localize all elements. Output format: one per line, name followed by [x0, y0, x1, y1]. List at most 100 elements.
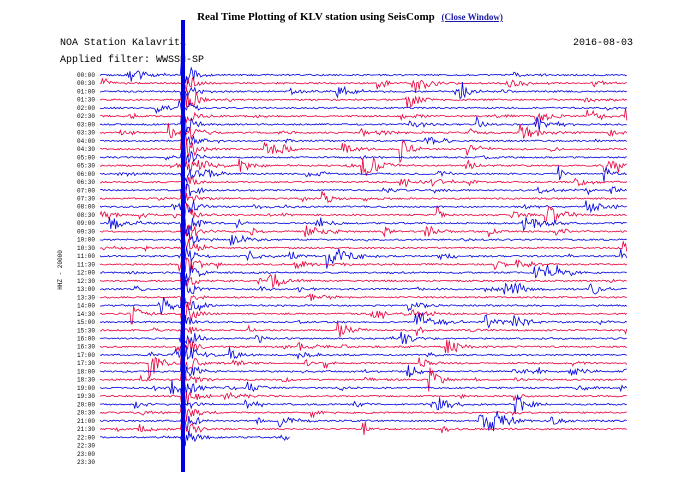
- trace: [99, 247, 628, 269]
- time-label: 23:30: [77, 459, 95, 466]
- time-label: 12:30: [77, 278, 95, 285]
- time-label: 11:30: [77, 261, 95, 268]
- trace: [99, 129, 628, 146]
- trace: [99, 256, 628, 275]
- trace: [99, 376, 628, 399]
- time-label: 16:00: [77, 335, 95, 342]
- page-title: Real Time Plotting of KLV station using …: [197, 11, 435, 23]
- trace: [99, 273, 627, 289]
- main-shock: [181, 20, 185, 472]
- time-label: 20:30: [77, 410, 95, 417]
- trace: [99, 77, 627, 93]
- trace: [99, 339, 627, 370]
- time-label: 19:00: [77, 385, 95, 392]
- trace: [99, 367, 627, 392]
- time-label: 15:30: [77, 327, 95, 334]
- time-label: 23:00: [77, 451, 95, 458]
- time-label: 00:30: [77, 80, 95, 87]
- time-label: 21:30: [77, 426, 95, 433]
- time-label: 15:00: [77, 319, 95, 326]
- time-label: 03:30: [77, 130, 95, 137]
- trace: [99, 118, 628, 146]
- time-label: 07:30: [77, 196, 95, 203]
- time-label: 04:30: [77, 146, 95, 153]
- trace: [100, 154, 628, 176]
- time-label: 06:30: [77, 179, 95, 186]
- time-label: 18:30: [77, 377, 95, 384]
- trace: [99, 264, 627, 295]
- time-label: 07:00: [77, 187, 95, 194]
- time-label: 02:00: [77, 105, 95, 112]
- trace: [99, 391, 627, 408]
- time-label: 11:00: [77, 253, 95, 260]
- close-window-link[interactable]: (Close Window): [441, 12, 503, 22]
- trace: [99, 232, 628, 263]
- trace: [100, 107, 628, 125]
- time-label: 13:30: [77, 294, 95, 301]
- time-label: 08:30: [77, 212, 95, 219]
- trace: [99, 311, 628, 331]
- time-label: 03:00: [77, 121, 95, 128]
- trace: [100, 173, 628, 191]
- trace: [99, 90, 627, 112]
- trace: [99, 56, 627, 90]
- header: Real Time Plotting of KLV station using …: [0, 11, 700, 23]
- trace: [99, 411, 628, 432]
- time-label: 02:30: [77, 113, 95, 120]
- trace: [99, 217, 627, 242]
- station-name: NOA Station Kalavrita: [60, 37, 186, 49]
- time-label: 00:00: [77, 72, 95, 79]
- trace: [99, 135, 628, 164]
- trace: [100, 225, 627, 247]
- time-label: 01:00: [77, 88, 95, 95]
- trace: [99, 352, 628, 379]
- time-label: 05:30: [77, 163, 95, 170]
- time-label: 04:00: [77, 138, 95, 145]
- trace: [99, 202, 627, 224]
- time-label: 18:00: [77, 368, 95, 375]
- axis-label: HHZ - 20000: [57, 250, 64, 290]
- time-label: 06:00: [77, 171, 95, 178]
- time-label: 21:00: [77, 418, 95, 425]
- trace: [99, 393, 628, 414]
- time-label: 17:00: [77, 352, 95, 359]
- trace: [99, 188, 627, 206]
- time-label: 17:30: [77, 360, 95, 367]
- trace: [99, 183, 628, 204]
- filter-label: Applied filter: WWSSN-SP: [60, 54, 204, 66]
- time-label: 22:00: [77, 434, 95, 441]
- trace: [99, 416, 627, 436]
- trace: [99, 279, 627, 301]
- time-label: 10:30: [77, 245, 95, 252]
- trace: [99, 431, 290, 448]
- time-label: 10:00: [77, 237, 95, 244]
- trace: [99, 218, 628, 245]
- trace: [99, 353, 627, 385]
- trace: [99, 404, 627, 428]
- trace: [99, 200, 628, 214]
- time-label: 09:00: [77, 220, 95, 227]
- trace: [99, 114, 627, 133]
- trace: [99, 149, 627, 167]
- time-label: 13:00: [77, 286, 95, 293]
- trace: [99, 303, 628, 325]
- trace: [99, 320, 628, 338]
- plot-date: 2016-08-03: [573, 38, 633, 49]
- trace: [99, 338, 627, 357]
- time-label: 19:30: [77, 393, 95, 400]
- time-label: 14:00: [77, 303, 95, 310]
- time-label: 08:00: [77, 204, 95, 211]
- time-label: 14:30: [77, 311, 95, 318]
- time-label: 22:30: [77, 443, 95, 450]
- time-label: 09:30: [77, 228, 95, 235]
- trace: [99, 166, 627, 185]
- time-label: 01:30: [77, 97, 95, 104]
- time-label: 12:00: [77, 270, 95, 277]
- trace: [99, 320, 627, 345]
- time-label: 16:30: [77, 344, 95, 351]
- trace: [99, 292, 627, 314]
- time-label: 05:00: [77, 154, 95, 161]
- time-label: 20:00: [77, 401, 95, 408]
